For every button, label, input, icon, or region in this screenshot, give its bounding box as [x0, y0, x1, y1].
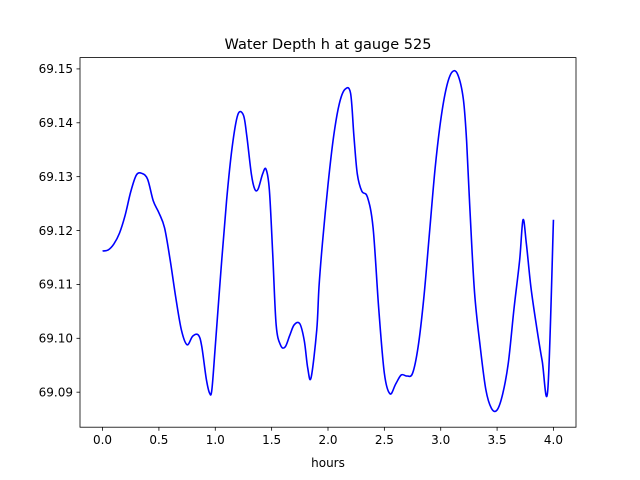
- plot-area: [80, 57, 576, 428]
- x-tick-label: 2.0: [318, 433, 337, 447]
- x-tick-label: 1.5: [262, 433, 281, 447]
- x-tick-label: 4.0: [544, 433, 563, 447]
- x-tick-label: 2.5: [375, 433, 394, 447]
- y-tick-label: 69.11: [39, 278, 73, 292]
- x-tick-label: 3.0: [431, 433, 450, 447]
- chart-title: Water Depth h at gauge 525: [225, 37, 432, 53]
- y-tick-label: 69.09: [39, 385, 73, 399]
- x-axis-ticks: 0.0 0.5 1.0 1.5 2.0 2.5 3.0 3.5 4.0: [93, 427, 563, 447]
- x-tick-label: 1.0: [206, 433, 225, 447]
- y-tick-label: 69.12: [39, 224, 73, 238]
- y-tick-label: 69.14: [39, 116, 73, 130]
- x-axis-label: hours: [311, 456, 345, 470]
- x-tick-label: 0.0: [93, 433, 112, 447]
- y-axis-ticks: 69.09 69.10 69.11 69.12 69.13 69.14 69.15: [39, 62, 80, 399]
- x-tick-label: 3.5: [488, 433, 507, 447]
- y-tick-label: 69.15: [39, 62, 73, 76]
- x-tick-label: 0.5: [149, 433, 168, 447]
- series-line-0: [102, 69, 555, 413]
- y-tick-label: 69.13: [39, 170, 73, 184]
- y-tick-label: 69.10: [39, 332, 73, 346]
- series-layer: [102, 69, 555, 413]
